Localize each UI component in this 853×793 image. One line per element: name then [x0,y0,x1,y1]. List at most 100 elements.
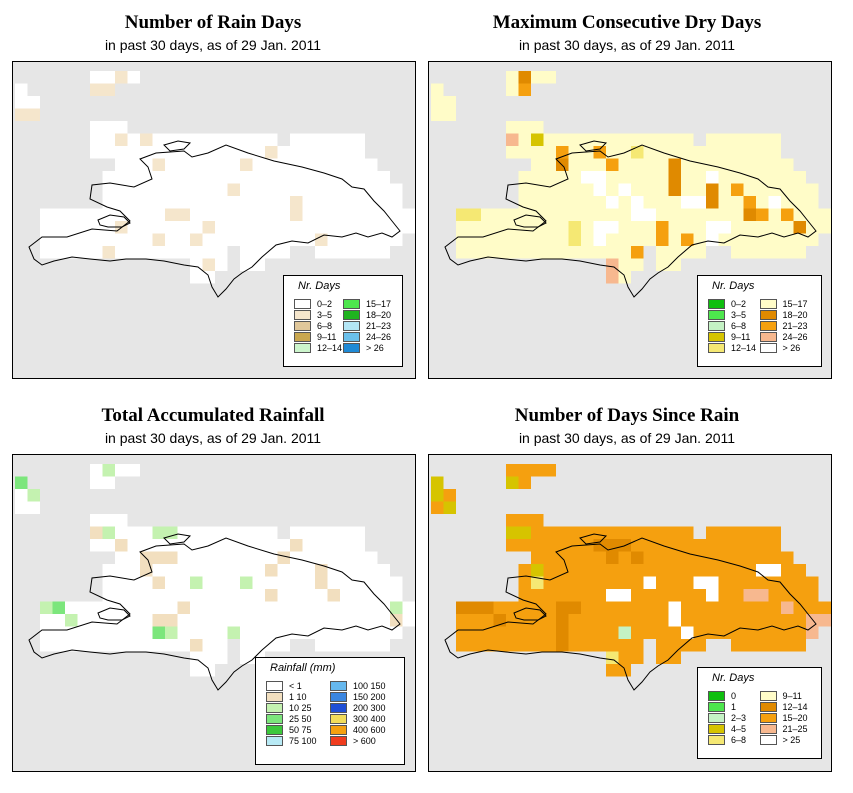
legend-label: 25 50 [289,714,312,724]
grid-cell [365,221,378,234]
grid-cell [15,476,28,489]
grid-cell [15,489,28,502]
grid-cell [365,233,378,246]
grid-cell [681,526,694,539]
grid-cell [177,208,190,221]
grid-cell [806,221,819,234]
grid-cell [302,196,315,209]
legend-swatch [294,310,311,320]
grid-cell [468,626,481,639]
grid-cell [518,83,531,96]
grid-cell [227,171,240,184]
legend-swatch [708,724,725,734]
legend-item: 15–20 [759,712,808,724]
grid-cell [531,626,544,639]
grid-cell [40,208,53,221]
grid-cell [390,626,403,639]
grid-cell [693,183,706,196]
tortuga-outline [163,533,192,545]
grid-cell [606,196,619,209]
grid-cell [668,651,681,664]
grid-cell [215,133,228,146]
grid-cell [102,639,115,652]
legend-label: 12–14 [317,343,343,353]
legend-label: 1 10 [289,692,307,702]
grid-cell [543,626,556,639]
grid-cell [102,121,115,134]
grid-cell [543,639,556,652]
grid-cell [190,271,203,284]
legend-item: 300 400 [330,713,386,725]
grid-cell [277,601,290,614]
grid-cell [202,171,215,184]
grid-cell [681,551,694,564]
grid-cell [618,196,631,209]
grid-cell [215,601,228,614]
grid-cell [177,196,190,209]
grid-cell [402,614,415,627]
grid-cell [165,221,178,234]
grid-cell [15,501,28,514]
grid-cell [506,83,519,96]
grid-cell [493,601,506,614]
grid-cell [606,576,619,589]
grid-cell [731,183,744,196]
grid-cell [127,233,140,246]
grid-cell [327,639,340,652]
legend-item: 21–23 [759,320,808,332]
grid-cell [793,183,806,196]
grid-cell [277,614,290,627]
grid-cell [531,233,544,246]
grid-cell [152,133,165,146]
grid-cell [365,171,378,184]
grid-cell [240,589,253,602]
grid-cell [493,626,506,639]
grid-cell [127,246,140,259]
grid-cell [543,551,556,564]
grid-cell [718,133,731,146]
grid-cell [681,539,694,552]
grid-cell [290,221,303,234]
legend-max-dry: Nr. Days 0–2 3–5 6–8 9–11 12–14 15–17 18–20 21–… [697,275,822,367]
grid-cell [290,564,303,577]
grid-cell [518,146,531,159]
grid-cell [643,233,656,246]
grid-cell [656,551,669,564]
legend-label: 6–8 [317,321,333,331]
grid-cell [656,626,669,639]
legend-item: 50 75 [266,724,312,736]
grid-cell [227,133,240,146]
land-cells [431,464,831,677]
legend-swatch [708,310,725,320]
grid-cell [240,576,253,589]
grid-cell [152,233,165,246]
grid-cell [568,196,581,209]
grid-cell [140,208,153,221]
grid-cell [743,133,756,146]
grid-cell [290,589,303,602]
grid-cell [290,133,303,146]
legend-title: Rainfall (mm) [270,662,336,674]
grid-cell [265,526,278,539]
grid-cell [102,208,115,221]
grid-cell [518,133,531,146]
grid-cell [693,246,706,259]
legend-label: 1 [731,702,737,712]
gonave-outline [513,214,547,228]
grid-cell [706,626,719,639]
grid-cell [743,246,756,259]
grid-cell [290,208,303,221]
grid-cell [643,626,656,639]
grid-cell [581,221,594,234]
grid-cell [40,614,53,627]
grid-cell [531,514,544,527]
grid-cell [631,183,644,196]
grid-cell [593,208,606,221]
grid-cell [631,626,644,639]
legend-label: 15–17 [366,299,392,309]
grid-cell [340,589,353,602]
grid-cell [531,171,544,184]
grid-cell [618,158,631,171]
grid-cell [65,601,78,614]
grid-cell [352,526,365,539]
